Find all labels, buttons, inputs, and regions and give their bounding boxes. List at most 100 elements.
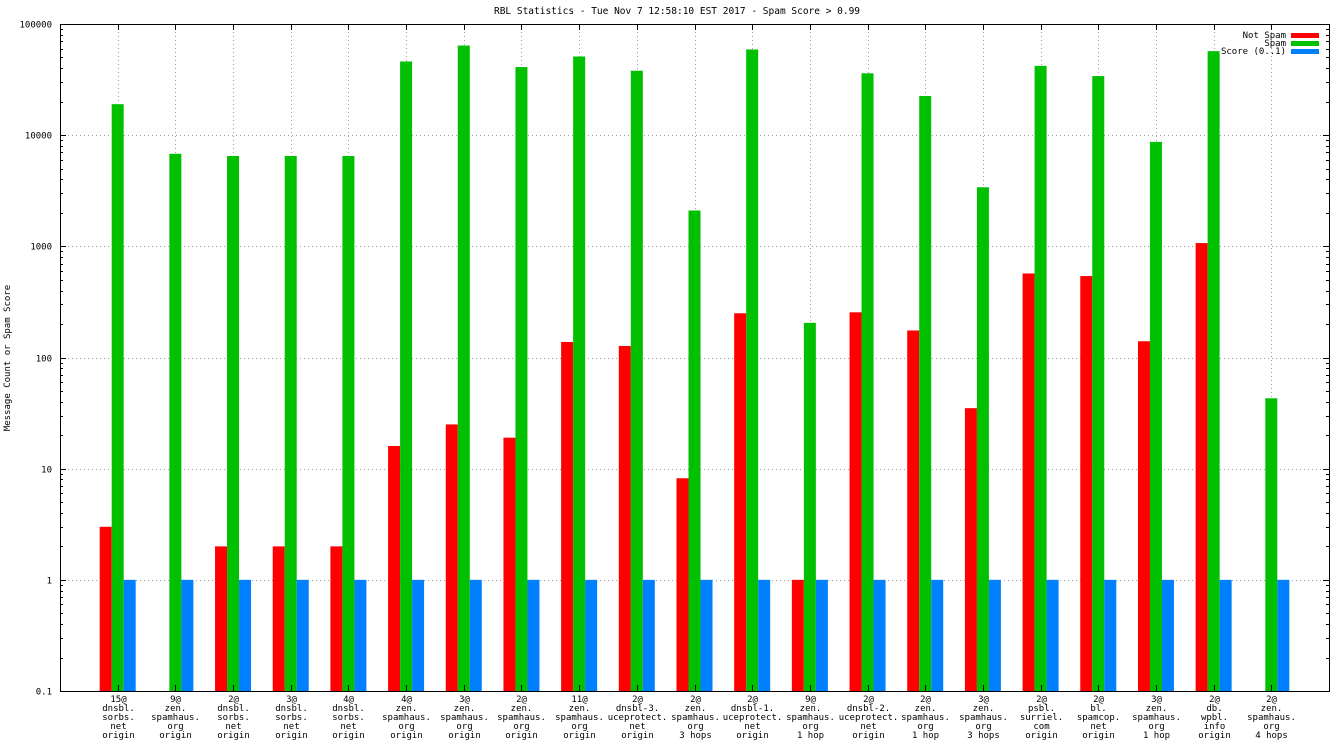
- bar-spam: [515, 67, 528, 691]
- x-tick-label-line: origin: [1082, 731, 1115, 741]
- bar-not-spam: [676, 478, 689, 691]
- x-tick-label-line: 4 hops: [1255, 731, 1288, 741]
- chart-title: RBL Statistics - Tue Nov 7 12:58:10 EST …: [494, 6, 860, 17]
- bar-not-spam: [99, 526, 112, 691]
- x-tick-label-line: 3@: [286, 695, 297, 705]
- x-tick-label-line: dnsbl.: [217, 704, 250, 714]
- x-tick-label: 2@ bl. spamcop. net origin: [1077, 695, 1120, 741]
- x-tick-label-line: zen.: [454, 704, 476, 714]
- x-tick-label-line: org: [687, 722, 703, 732]
- x-tick-label-line: origin: [1025, 731, 1058, 741]
- x-tick-label-line: 2@: [863, 695, 874, 705]
- x-tick-label-line: org: [1263, 722, 1279, 732]
- x-tick-label: 4@ dnsbl. sorbs. net origin: [332, 695, 365, 741]
- bar-series: [99, 45, 1290, 692]
- x-tick-label-line: origin: [217, 731, 250, 741]
- bar-not-spam: [964, 408, 977, 691]
- x-tick-label-line: origin: [390, 731, 423, 741]
- x-tick-label: 15@ dnsbl. sorbs. net origin: [102, 695, 135, 741]
- bar-spam: [111, 104, 124, 691]
- x-tick-label-line: dnsbl.: [332, 704, 365, 714]
- x-tick-label-line: net: [283, 722, 299, 732]
- x-tick-label-line: zen.: [569, 704, 591, 714]
- x-tick-label: 3@ dnsbl. sorbs. net origin: [275, 695, 308, 741]
- x-tick-label-line: org: [513, 722, 529, 732]
- x-tick-label: 4@ zen. spamhaus. org origin: [382, 695, 431, 741]
- x-tick-label-line: uceprotect.: [839, 713, 899, 723]
- x-tick-label-line: origin: [621, 731, 654, 741]
- x-tick-label-line: 2@: [1093, 695, 1104, 705]
- x-tick-label-line: spamhaus.: [1247, 713, 1296, 723]
- x-tick-label-line: 4@: [401, 695, 412, 705]
- bar-spam: [688, 210, 701, 691]
- legend-swatch: [1291, 49, 1319, 54]
- x-tick-label-line: 11@: [571, 695, 588, 705]
- x-tick-label-line: sorbs.: [102, 713, 135, 723]
- x-tick-label-line: 2@: [690, 695, 701, 705]
- bar-score-0-1: [1046, 579, 1059, 691]
- legend-swatch: [1291, 33, 1319, 38]
- bar-score-0-1: [239, 579, 252, 691]
- x-tick-label-line: spamhaus.: [440, 713, 489, 723]
- bar-not-spam: [618, 345, 631, 691]
- x-tick-label: 2@ dnsbl. sorbs. net origin: [217, 695, 250, 741]
- x-tick-label-line: 3@: [978, 695, 989, 705]
- x-tick-label-line: origin: [275, 731, 308, 741]
- x-tick-label-line: info: [1204, 722, 1226, 732]
- bar-spam: [1265, 398, 1278, 691]
- x-tick-label-line: 2@: [632, 695, 643, 705]
- bar-score-0-1: [988, 579, 1001, 691]
- x-tick-label-line: dnsbl.: [102, 704, 135, 714]
- bar-not-spam: [734, 313, 747, 691]
- bar-score-0-1: [642, 579, 655, 691]
- bar-spam: [1149, 141, 1162, 691]
- bar-score-0-1: [1104, 579, 1117, 691]
- bar-score-0-1: [1219, 579, 1232, 691]
- x-tick-label-line: spamhaus.: [555, 713, 604, 723]
- x-tick-label-line: origin: [736, 731, 769, 741]
- bar-not-spam: [388, 445, 401, 691]
- x-tick-label-line: origin: [448, 731, 481, 741]
- bar-score-0-1: [585, 579, 598, 691]
- x-tick-label-line: 2@: [1209, 695, 1220, 705]
- x-tick-label-line: sorbs.: [332, 713, 365, 723]
- bar-score-0-1: [527, 579, 540, 691]
- x-tick-label-line: 2@: [920, 695, 931, 705]
- bar-spam: [919, 96, 932, 692]
- x-tick-label-line: 1 hop: [912, 731, 939, 741]
- x-tick-label-line: origin: [852, 731, 885, 741]
- bar-not-spam: [330, 546, 343, 691]
- x-tick-label-line: spamhaus.: [901, 713, 950, 723]
- y-tick-label: 10: [41, 466, 52, 476]
- x-tick-label-line: 3@: [1151, 695, 1162, 705]
- y-tick-label: 10000: [25, 132, 52, 142]
- x-tick-label: 2@ psbl. surriel. com origin: [1020, 695, 1063, 741]
- legend-label: Spam: [1264, 39, 1286, 49]
- bar-score-0-1: [123, 579, 136, 691]
- x-tick-label-line: zen.: [915, 704, 937, 714]
- x-tick-label-line: zen.: [685, 704, 707, 714]
- x-tick-label-line: origin: [563, 731, 596, 741]
- x-tick-label-line: zen.: [973, 704, 995, 714]
- bar-not-spam: [1022, 273, 1035, 691]
- bar-score-0-1: [469, 579, 482, 691]
- bar-spam: [457, 45, 470, 691]
- bar-not-spam: [445, 424, 458, 691]
- bar-not-spam: [561, 341, 574, 691]
- x-tick-label-line: uceprotect.: [608, 713, 668, 723]
- x-tick-label-line: 4@: [343, 695, 354, 705]
- x-tick-label: 2@ dnsbl-1. uceprotect. net origin: [723, 695, 783, 741]
- bar-not-spam: [791, 579, 804, 691]
- bar-spam: [1034, 65, 1047, 691]
- x-tick-label: 11@ zen. spamhaus. org origin: [555, 695, 604, 741]
- x-tick-label-line: bl.: [1090, 704, 1106, 714]
- x-tick-label-line: org: [398, 722, 414, 732]
- x-tick-label-line: zen.: [1261, 704, 1283, 714]
- bar-not-spam: [215, 546, 228, 691]
- x-tick-label-line: net: [225, 722, 241, 732]
- x-tick-label-line: 3 hops: [679, 731, 712, 741]
- bar-spam: [573, 56, 586, 692]
- x-tick-label-line: spamhaus.: [671, 713, 720, 723]
- x-tick-label-line: zen.: [511, 704, 533, 714]
